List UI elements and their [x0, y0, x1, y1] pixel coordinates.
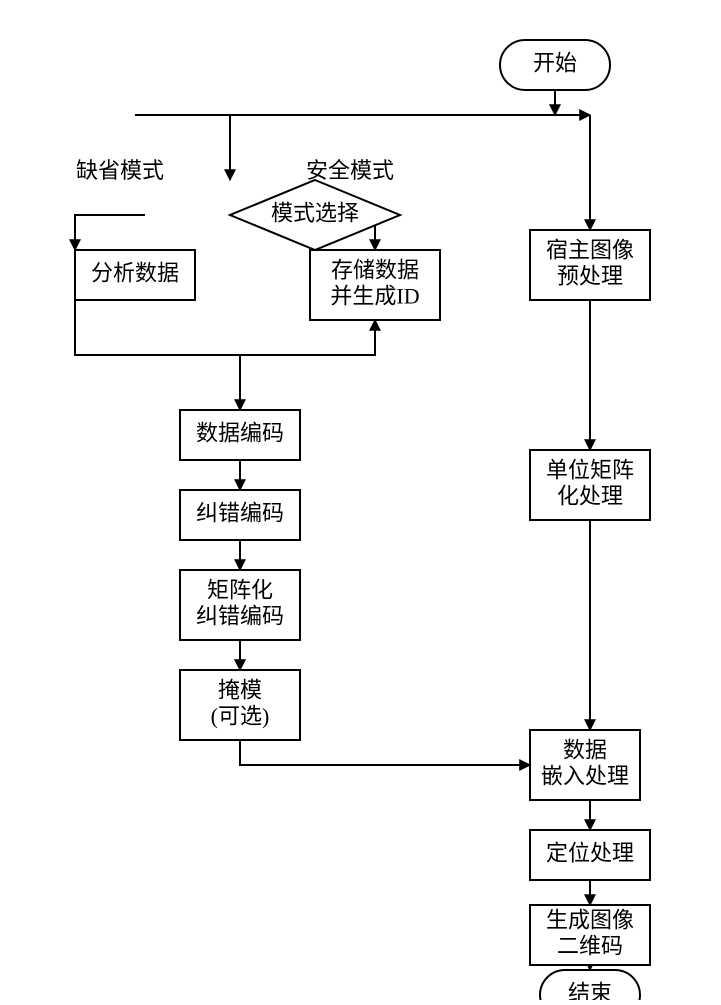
node-label: 化处理 — [557, 484, 623, 509]
node-store: 存储数据并生成ID — [310, 250, 440, 320]
edge-label: 缺省模式 — [76, 158, 164, 183]
node-end: 结束 — [540, 970, 640, 1000]
node-label: 定位处理 — [546, 841, 634, 866]
node-matrix: 矩阵化纠错编码 — [180, 570, 300, 640]
node-embed: 数据嵌入处理 — [530, 730, 640, 800]
node-gen: 生成图像二维码 — [530, 905, 650, 965]
node-label: 二维码 — [557, 934, 623, 959]
node-label: 矩阵化 — [207, 578, 273, 603]
node-label: 纠错编码 — [196, 604, 284, 629]
node-label: 开始 — [533, 51, 577, 76]
node-label: 模式选择 — [271, 201, 359, 226]
node-label: 结束 — [568, 981, 612, 1000]
node-host: 宿主图像预处理 — [530, 230, 650, 300]
node-mask: 掩模(可选) — [180, 670, 300, 740]
flow-edge — [240, 740, 530, 765]
node-label: 生成图像 — [546, 908, 634, 933]
node-label: 存储数据 — [331, 258, 419, 283]
node-label: 掩模 — [218, 678, 262, 703]
flow-edge — [75, 215, 145, 250]
node-label: 分析数据 — [91, 261, 179, 286]
node-encode: 数据编码 — [180, 410, 300, 460]
node-label: 数据编码 — [196, 421, 284, 446]
node-locate: 定位处理 — [530, 830, 650, 880]
node-ecc: 纠错编码 — [180, 490, 300, 540]
node-unit: 单位矩阵化处理 — [530, 450, 650, 520]
node-label: (可选) — [211, 704, 270, 729]
node-analyze: 分析数据 — [75, 250, 195, 300]
node-label: 纠错编码 — [196, 501, 284, 526]
node-start: 开始 — [500, 40, 610, 90]
node-label: 数据 — [563, 738, 607, 763]
node-label: 并生成ID — [330, 284, 419, 309]
node-label: 单位矩阵 — [546, 458, 634, 483]
node-label: 预处理 — [557, 264, 623, 289]
node-label: 嵌入处理 — [541, 764, 629, 789]
node-label: 宿主图像 — [546, 238, 634, 263]
flowchart-svg: 缺省模式 安全模式 开始模式选择分析数据 存储数据并生成ID 宿主图像预处理数据编码纠错… — [0, 0, 721, 1000]
edge-label: 安全模式 — [306, 158, 394, 183]
